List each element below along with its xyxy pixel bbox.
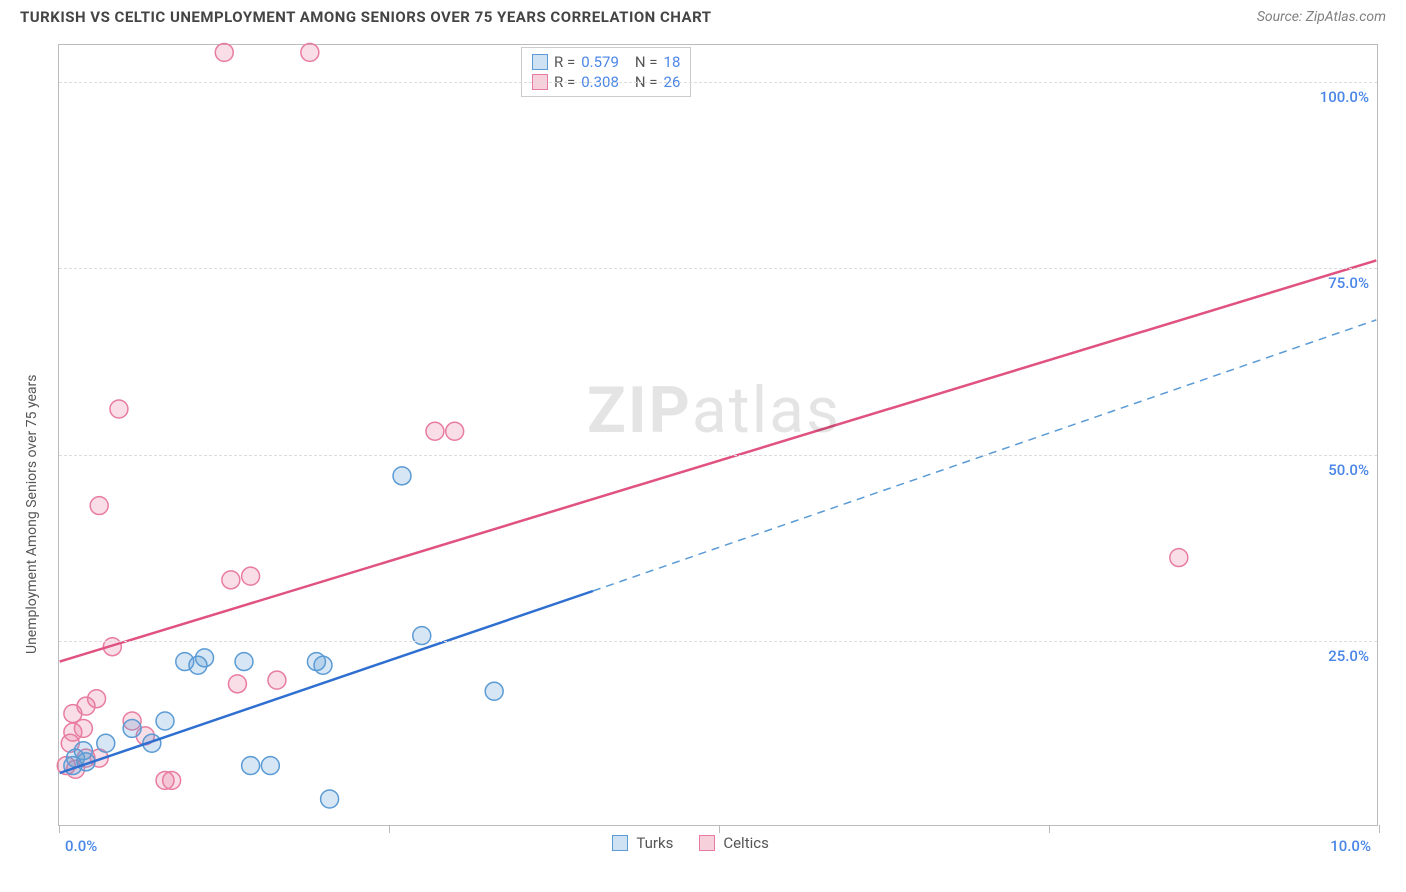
data-point — [163, 771, 181, 789]
data-point — [156, 712, 174, 730]
gridline — [59, 455, 1377, 456]
data-point — [90, 497, 108, 515]
data-point — [413, 627, 431, 645]
scatter-svg — [59, 45, 1377, 825]
legend-series-label: Turks — [636, 834, 673, 852]
gridline — [59, 641, 1377, 642]
data-point — [228, 675, 246, 693]
legend-swatch — [532, 54, 548, 70]
x-tick — [719, 825, 720, 833]
legend-swatch — [699, 835, 715, 851]
legend-stats: R =0.579N =18R =0.308N =26 — [521, 47, 691, 97]
trend-line — [60, 591, 593, 773]
data-point — [268, 671, 286, 689]
y-tick-label: 50.0% — [1328, 461, 1369, 479]
data-point — [485, 682, 503, 700]
data-point — [97, 734, 115, 752]
y-axis-label: Unemployment Among Seniors over 75 years — [24, 374, 40, 654]
x-tick-label: 10.0% — [1330, 837, 1371, 855]
y-tick-label: 100.0% — [1320, 88, 1369, 106]
data-point — [1170, 549, 1188, 567]
legend-r-value: 0.579 — [581, 53, 619, 71]
x-tick-label: 0.0% — [65, 837, 97, 855]
data-point — [110, 400, 128, 418]
data-point — [215, 43, 233, 61]
y-tick-label: 25.0% — [1328, 647, 1369, 665]
data-point — [74, 719, 92, 737]
chart-plot-area: ZIPatlas R =0.579N =18R =0.308N =26 25.0… — [58, 44, 1378, 826]
legend-swatch — [612, 835, 628, 851]
chart-title: TURKISH VS CELTIC UNEMPLOYMENT AMONG SEN… — [20, 8, 712, 26]
data-point — [88, 690, 106, 708]
legend-n-value: 18 — [664, 53, 681, 71]
data-point — [261, 757, 279, 775]
x-tick — [59, 825, 60, 833]
chart-source: Source: ZipAtlas.com — [1257, 9, 1386, 25]
legend-series: Turks Celtics — [612, 834, 786, 852]
data-point — [446, 422, 464, 440]
trend-line — [60, 260, 1377, 661]
x-tick — [389, 825, 390, 833]
gridline — [59, 268, 1377, 269]
data-point — [196, 649, 214, 667]
data-point — [426, 422, 444, 440]
legend-r-label: R = — [554, 53, 575, 71]
data-point — [314, 656, 332, 674]
legend-series-label: Celtics — [723, 834, 769, 852]
data-point — [235, 653, 253, 671]
data-point — [393, 467, 411, 485]
data-point — [222, 571, 240, 589]
y-tick-label: 75.0% — [1328, 274, 1369, 292]
data-point — [301, 43, 319, 61]
legend-n-label: N = — [635, 53, 658, 71]
chart-header: TURKISH VS CELTIC UNEMPLOYMENT AMONG SEN… — [0, 0, 1406, 30]
gridline — [59, 82, 1377, 83]
data-point — [242, 567, 260, 585]
data-point — [321, 790, 339, 808]
legend-stats-row: R = 0.579 N = 18 — [532, 52, 680, 72]
x-tick — [1049, 825, 1050, 833]
data-point — [123, 719, 141, 737]
data-point — [242, 757, 260, 775]
x-tick — [1379, 825, 1380, 833]
